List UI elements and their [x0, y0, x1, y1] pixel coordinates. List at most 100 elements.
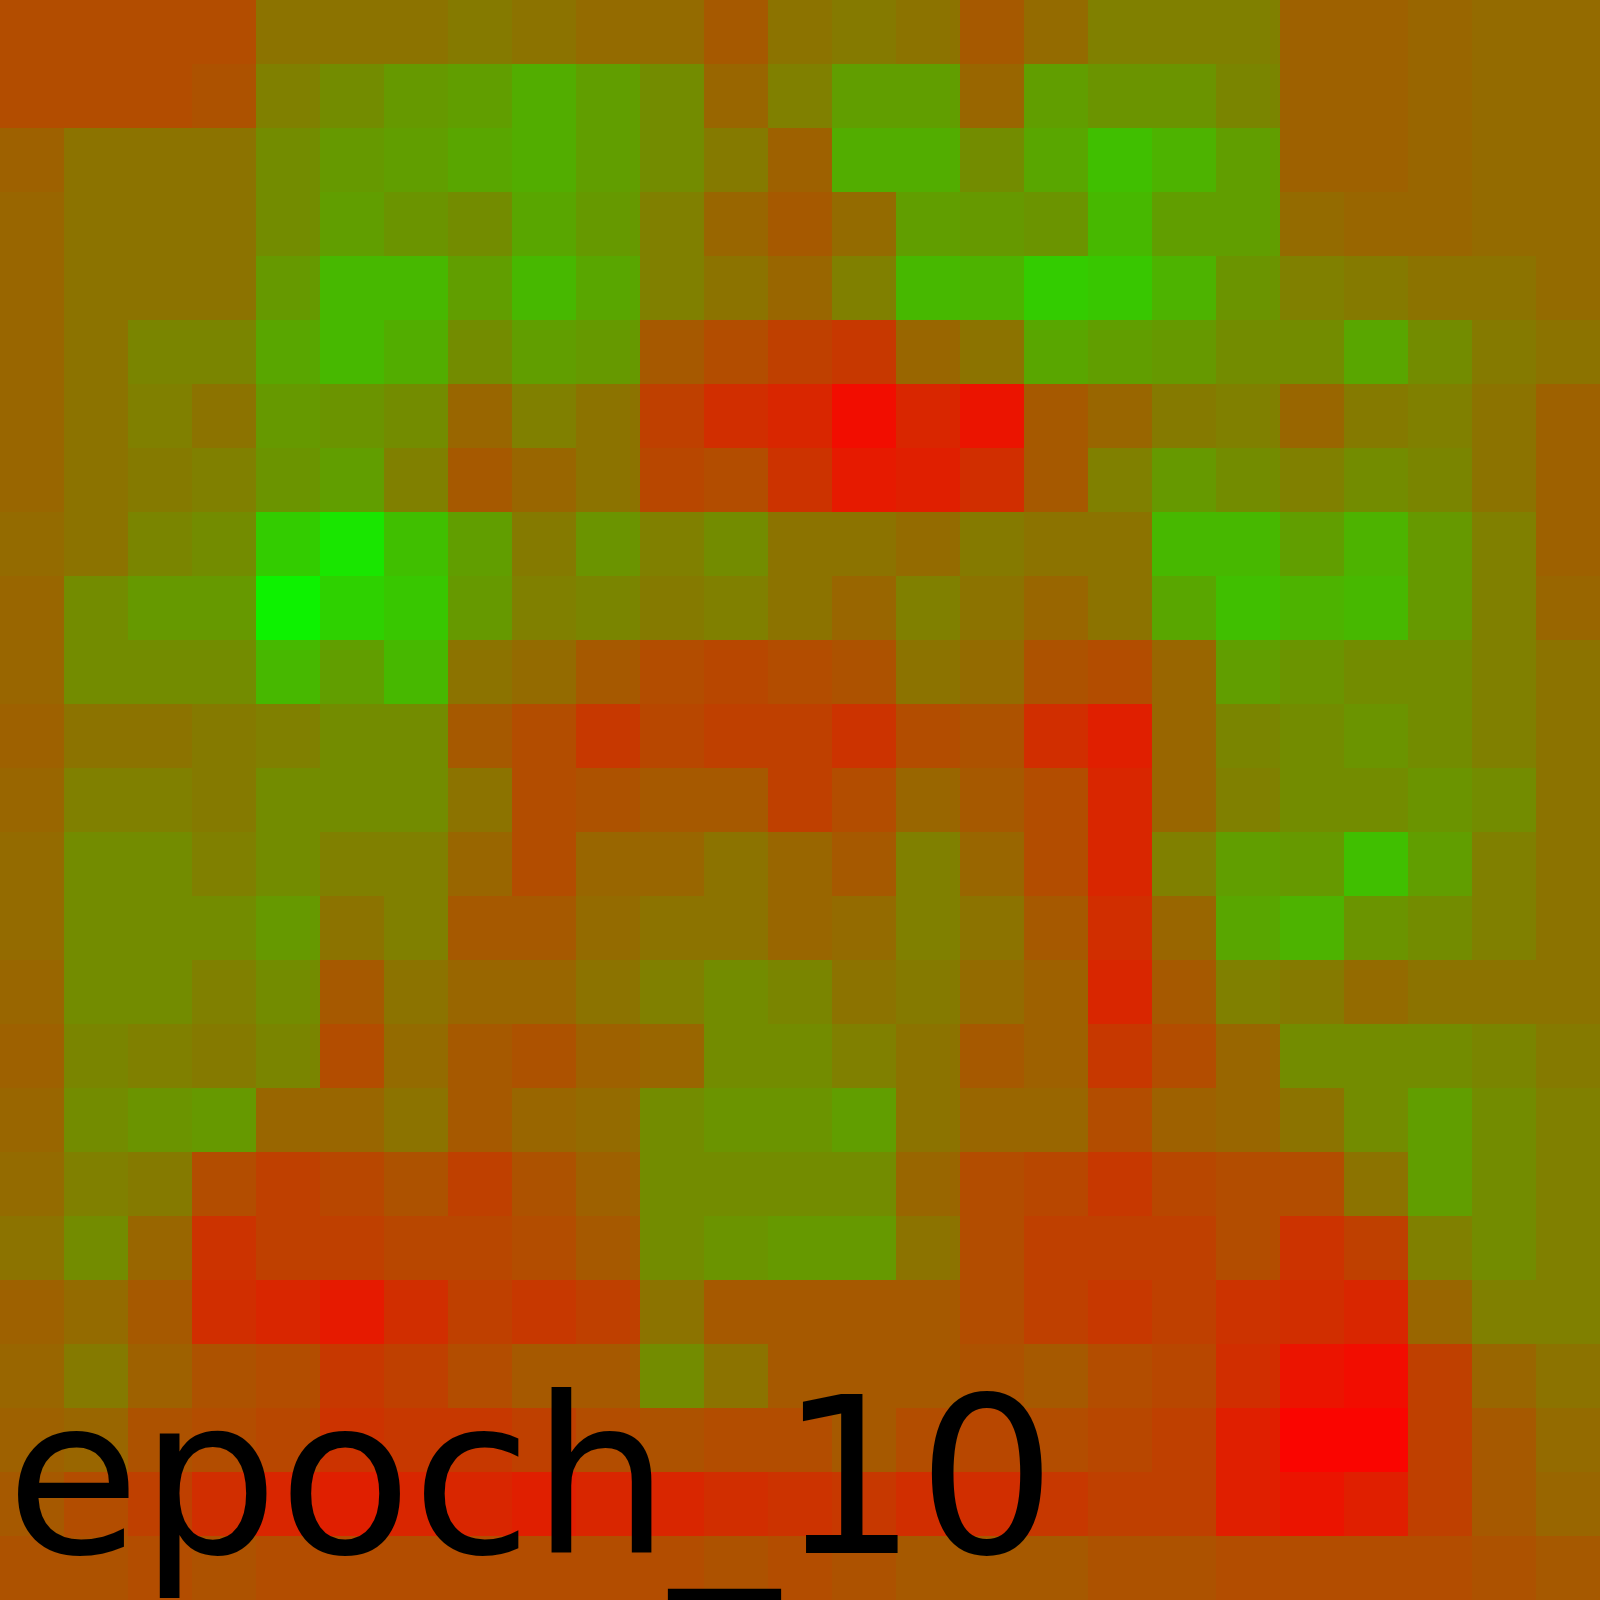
cell [896, 256, 961, 321]
cell [1024, 64, 1089, 129]
cell [512, 1280, 577, 1345]
cell [1536, 256, 1600, 321]
cell [1088, 384, 1153, 449]
cell [960, 768, 1025, 833]
cell [576, 1088, 641, 1153]
cell [1152, 576, 1217, 641]
cell [1216, 64, 1281, 129]
cell [384, 64, 449, 129]
cell [1216, 768, 1281, 833]
cell [64, 384, 129, 449]
cell [1152, 1408, 1217, 1473]
cell [512, 832, 577, 897]
cell [1280, 64, 1345, 129]
cell [1472, 0, 1537, 65]
cell [320, 1280, 385, 1345]
cell [1408, 832, 1473, 897]
cell [1472, 1472, 1537, 1537]
cell [256, 1216, 321, 1281]
cell [704, 960, 769, 1025]
cell [1408, 704, 1473, 769]
cell [1408, 0, 1473, 65]
cell [1024, 512, 1089, 577]
cell [384, 448, 449, 513]
cell [1344, 128, 1409, 193]
cell [1344, 1024, 1409, 1089]
cell [1536, 64, 1600, 129]
cell [320, 512, 385, 577]
cell [256, 384, 321, 449]
cell [1216, 896, 1281, 961]
cell [384, 768, 449, 833]
cell [1472, 256, 1537, 321]
cell [1408, 1344, 1473, 1409]
cell [1152, 512, 1217, 577]
cell [0, 640, 65, 705]
cell [832, 448, 897, 513]
cell [1024, 704, 1089, 769]
cell [128, 1280, 193, 1345]
cell [1216, 0, 1281, 65]
cell [832, 768, 897, 833]
cell [448, 832, 513, 897]
cell [960, 192, 1025, 257]
cell [64, 128, 129, 193]
cell [192, 1088, 257, 1153]
cell [448, 448, 513, 513]
cell [192, 896, 257, 961]
cell [1088, 960, 1153, 1025]
cell [448, 512, 513, 577]
cell [896, 384, 961, 449]
cell [576, 128, 641, 193]
cell [512, 192, 577, 257]
cell [320, 128, 385, 193]
cell [1536, 128, 1600, 193]
cell [1088, 832, 1153, 897]
cell [576, 1024, 641, 1089]
cell [1152, 320, 1217, 385]
cell [1280, 448, 1345, 513]
cell [1536, 768, 1600, 833]
cell [640, 896, 705, 961]
cell [1152, 704, 1217, 769]
cell [576, 1280, 641, 1345]
cell [192, 192, 257, 257]
cell [1280, 0, 1345, 65]
cell [896, 192, 961, 257]
cell [960, 1152, 1025, 1217]
cell [1280, 768, 1345, 833]
cell [640, 128, 705, 193]
cell [256, 1152, 321, 1217]
cell [384, 1024, 449, 1089]
cell [1536, 384, 1600, 449]
cell [1536, 0, 1600, 65]
cell [1536, 1472, 1600, 1537]
cell [1152, 1024, 1217, 1089]
cell [1088, 1152, 1153, 1217]
cell [1152, 1152, 1217, 1217]
cell [960, 704, 1025, 769]
cell [1536, 576, 1600, 641]
cell [448, 896, 513, 961]
cell [1344, 256, 1409, 321]
cell [1280, 1152, 1345, 1217]
cell [832, 832, 897, 897]
cell [1024, 1280, 1089, 1345]
cell [448, 640, 513, 705]
cell [256, 896, 321, 961]
cell [384, 1280, 449, 1345]
cell [192, 512, 257, 577]
cell [1216, 1344, 1281, 1409]
cell [1280, 896, 1345, 961]
cell [448, 960, 513, 1025]
cell [1472, 832, 1537, 897]
cell [768, 1088, 833, 1153]
cell [896, 832, 961, 897]
cell [832, 1024, 897, 1089]
cell [1280, 1088, 1345, 1153]
cell [1024, 256, 1089, 321]
cell [448, 320, 513, 385]
cell [1344, 576, 1409, 641]
cell [192, 256, 257, 321]
cell [832, 896, 897, 961]
